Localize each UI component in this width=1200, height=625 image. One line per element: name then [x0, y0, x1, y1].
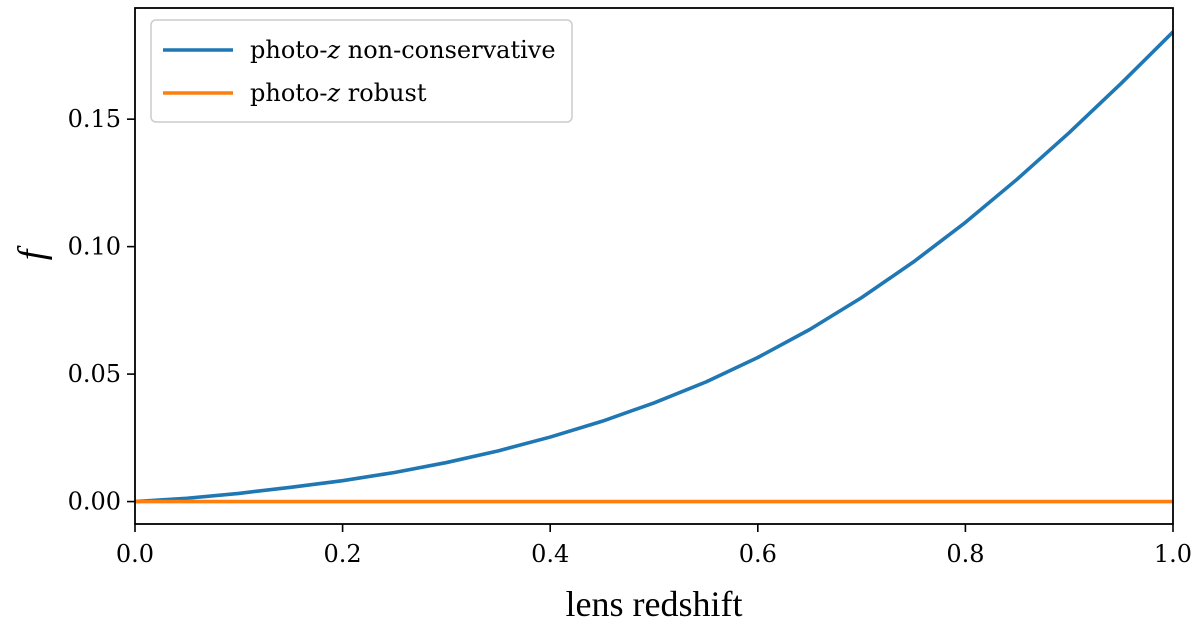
x-tick-label: 0.4	[531, 540, 569, 568]
x-tick-label: 1.0	[1154, 540, 1192, 568]
legend: photo-z non-conservative photo-z robust	[150, 19, 573, 123]
x-tick-label: 0.0	[116, 540, 154, 568]
x-axis: 0.0 0.2 0.4 0.6 0.8 1.0	[116, 524, 1192, 568]
y-tick-label: 0.15	[68, 105, 121, 133]
y-tick-label: 0.05	[68, 360, 121, 388]
y-axis: 0.00 0.05 0.10 0.15	[68, 105, 135, 516]
legend-label-non-conservative: photo-z non-conservative	[250, 36, 556, 64]
x-tick-label: 0.8	[946, 540, 984, 568]
x-tick-label: 0.2	[324, 540, 362, 568]
plot-frame	[134, 7, 1174, 525]
y-axis-label: f	[11, 245, 53, 260]
x-axis-label: lens redshift	[566, 584, 743, 624]
series-layer	[134, 30, 1175, 504]
legend-box	[150, 19, 573, 123]
series-line-0	[134, 30, 1175, 504]
x-tick-label: 0.6	[739, 540, 777, 568]
y-tick-label: 0.00	[68, 488, 121, 516]
legend-label-robust: photo-z robust	[250, 79, 427, 107]
y-tick-label: 0.10	[68, 233, 121, 261]
